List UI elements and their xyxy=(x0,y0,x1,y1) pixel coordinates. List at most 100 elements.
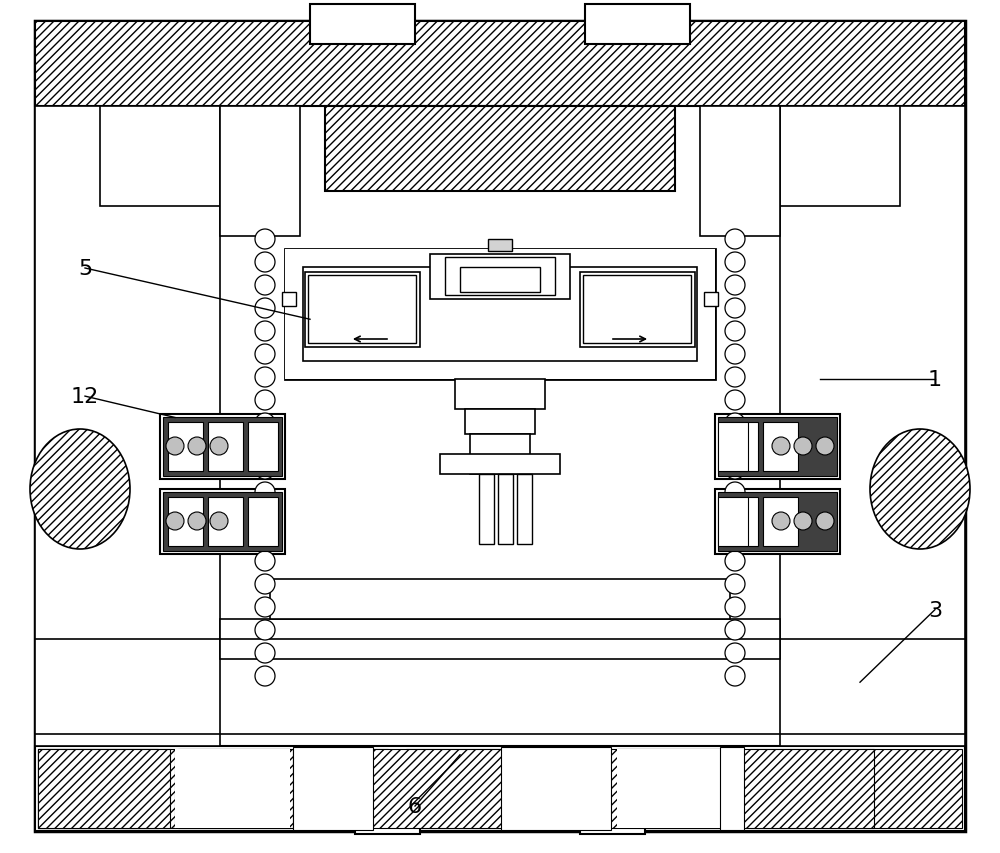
Bar xyxy=(519,749,599,828)
Circle shape xyxy=(725,252,745,273)
Bar xyxy=(460,268,540,293)
Bar xyxy=(715,490,840,554)
Bar xyxy=(465,409,535,434)
Bar xyxy=(763,497,798,547)
Bar xyxy=(617,749,732,828)
Circle shape xyxy=(255,299,275,319)
Circle shape xyxy=(725,528,745,548)
Bar xyxy=(285,362,715,380)
Bar xyxy=(501,747,611,830)
Bar xyxy=(308,749,388,828)
Circle shape xyxy=(794,513,812,531)
Bar xyxy=(285,250,715,268)
Bar xyxy=(220,619,780,659)
Circle shape xyxy=(255,574,275,595)
Bar xyxy=(470,434,530,474)
Circle shape xyxy=(725,574,745,595)
Circle shape xyxy=(725,229,745,250)
Bar xyxy=(38,749,170,828)
Bar xyxy=(270,579,730,619)
Bar xyxy=(168,422,203,472)
Bar xyxy=(303,268,697,362)
Bar xyxy=(718,417,837,477)
Bar xyxy=(285,250,715,380)
Bar xyxy=(355,789,420,834)
Bar xyxy=(498,474,513,544)
Circle shape xyxy=(772,438,790,456)
Text: 5: 5 xyxy=(78,258,92,279)
Bar xyxy=(697,250,715,380)
Circle shape xyxy=(255,597,275,618)
Circle shape xyxy=(725,666,745,686)
Circle shape xyxy=(725,506,745,525)
Bar xyxy=(609,749,724,828)
Bar xyxy=(35,107,220,746)
Bar xyxy=(430,255,570,299)
Circle shape xyxy=(725,483,745,502)
Circle shape xyxy=(255,252,275,273)
Circle shape xyxy=(255,368,275,387)
Bar xyxy=(580,273,695,347)
Bar xyxy=(38,749,170,828)
Circle shape xyxy=(255,345,275,364)
Bar xyxy=(220,107,300,237)
Circle shape xyxy=(725,299,745,319)
Bar xyxy=(700,107,780,237)
Bar xyxy=(175,749,290,828)
Bar xyxy=(293,747,373,830)
Bar xyxy=(488,240,512,252)
Circle shape xyxy=(255,414,275,433)
Bar xyxy=(445,258,555,296)
Bar xyxy=(160,490,285,554)
Circle shape xyxy=(794,438,812,456)
Bar xyxy=(780,107,900,206)
Bar xyxy=(248,497,278,547)
Bar xyxy=(35,22,965,107)
Bar xyxy=(583,276,691,344)
Bar xyxy=(455,380,545,409)
Bar xyxy=(440,455,560,474)
Bar xyxy=(371,749,503,828)
Circle shape xyxy=(255,276,275,296)
Circle shape xyxy=(725,460,745,479)
Circle shape xyxy=(725,437,745,456)
Circle shape xyxy=(255,551,275,572)
Circle shape xyxy=(816,513,834,531)
Bar xyxy=(310,5,415,45)
Circle shape xyxy=(255,528,275,548)
Circle shape xyxy=(725,597,745,618)
Text: 6: 6 xyxy=(408,796,422,816)
Circle shape xyxy=(210,438,228,456)
Circle shape xyxy=(255,620,275,641)
Ellipse shape xyxy=(30,430,130,549)
Circle shape xyxy=(188,513,206,531)
Bar xyxy=(305,273,420,347)
Circle shape xyxy=(255,229,275,250)
Bar xyxy=(208,497,243,547)
Circle shape xyxy=(816,438,834,456)
Circle shape xyxy=(255,322,275,341)
Circle shape xyxy=(725,345,745,364)
Bar xyxy=(168,497,203,547)
Circle shape xyxy=(725,414,745,433)
Text: 12: 12 xyxy=(71,386,99,407)
Bar xyxy=(248,422,278,472)
Circle shape xyxy=(725,551,745,572)
Bar xyxy=(100,107,220,206)
Text: 3: 3 xyxy=(928,600,942,620)
Bar xyxy=(750,749,870,828)
Circle shape xyxy=(255,666,275,686)
Bar xyxy=(617,749,732,828)
Bar xyxy=(38,749,158,828)
Bar xyxy=(742,749,874,828)
Bar xyxy=(580,789,645,834)
Bar xyxy=(718,422,748,472)
Bar xyxy=(35,746,965,831)
Bar xyxy=(208,422,243,472)
Circle shape xyxy=(725,643,745,664)
Bar xyxy=(780,107,965,746)
Bar xyxy=(718,497,748,547)
Circle shape xyxy=(255,391,275,410)
Circle shape xyxy=(772,513,790,531)
Bar xyxy=(285,250,303,380)
